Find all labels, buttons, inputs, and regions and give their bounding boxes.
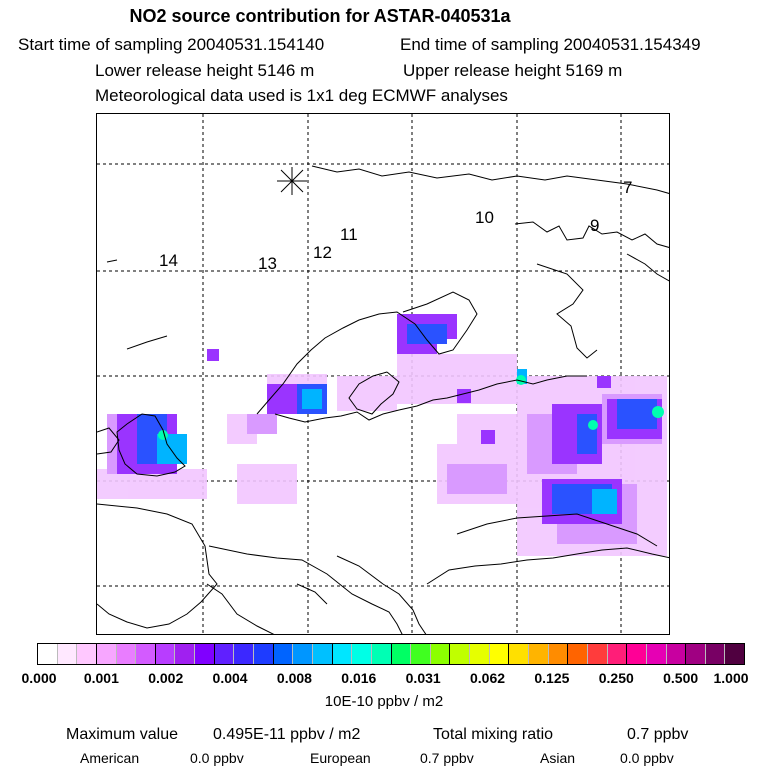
colorbar-tick-label: 0.016: [341, 670, 377, 686]
european-value: 0.7 ppbv: [420, 750, 474, 766]
colorbar-segment: [607, 644, 628, 664]
trajectory-label-12: 12: [313, 243, 332, 262]
trajectory: 14 13 12 11 10 9 7: [159, 167, 632, 273]
colorbar-tick-label: 0.001: [83, 670, 119, 686]
colorbar-segment: [332, 644, 353, 664]
colorbar-segment: [77, 644, 97, 664]
trajectory-label-11: 11: [340, 225, 358, 244]
colorbar-segment: [450, 644, 471, 664]
trajectory-label-9: 9: [590, 216, 599, 235]
end-time-label: End time of sampling 20040531.154349: [400, 35, 701, 54]
american-value: 0.0 ppbv: [190, 750, 244, 766]
colorbar-tick-label: 1.000: [713, 670, 749, 686]
colorbar-segment: [57, 644, 78, 664]
colorbar-segment: [273, 644, 294, 664]
max-value: 0.495E-11 ppbv / m2: [213, 726, 361, 743]
colorbar-segment: [411, 644, 431, 664]
colorbar-segment: [136, 644, 156, 664]
colorbar-segment: [155, 644, 176, 664]
colorbar-segment: [587, 644, 608, 664]
colorbar-segment: [254, 644, 274, 664]
colorbar-segment: [666, 644, 687, 664]
european-label: European: [310, 750, 371, 766]
total-mixing-value: 0.7 ppbv: [627, 726, 689, 743]
colorbar: [37, 643, 745, 665]
colorbar-segment: [509, 644, 530, 664]
map-panel: 14 13 12 11 10 9 7: [96, 113, 670, 635]
total-mixing-label: Total mixing ratio: [433, 726, 554, 743]
colorbar-segment: [627, 644, 647, 664]
trajectory-label-14: 14: [159, 251, 178, 270]
colorbar-segment: [430, 644, 451, 664]
colorbar-segment: [214, 644, 235, 664]
colorbar-segment: [96, 644, 117, 664]
colorbar-tick-label: 0.008: [276, 670, 312, 686]
colorbar-segment: [529, 644, 549, 664]
colorbar-segment: [686, 644, 706, 664]
colorbar-segment: [293, 644, 313, 664]
colorbar-tick-label: 0.125: [534, 670, 570, 686]
colorbar-tick-label: 0.500: [663, 670, 699, 686]
colorbar-tick-label: 0.002: [148, 670, 184, 686]
asian-label: Asian: [540, 750, 576, 766]
colorbar-tick-label: 0.000: [21, 670, 57, 686]
colorbar-unit: 10E-10 ppbv / m2: [324, 693, 444, 710]
plot-title: NO2 source contribution for ASTAR-040531…: [129, 6, 511, 26]
colorbar-segment: [470, 644, 490, 664]
colorbar-segment: [391, 644, 412, 664]
colorbar-segment: [175, 644, 196, 664]
trajectory-label-13: 13: [258, 254, 277, 273]
colorbar-segment: [234, 644, 255, 664]
colorbar-segment: [312, 644, 333, 664]
colorbar-segment: [568, 644, 588, 664]
colorbar-segment: [705, 644, 726, 664]
colorbar-segment: [38, 644, 58, 664]
asian-value: 0.0 ppbv: [620, 750, 674, 766]
colorbar-tick-label: 0.250: [598, 670, 634, 686]
colorbar-segment: [352, 644, 372, 664]
met-data-label: Meteorological data used is 1x1 deg ECMW…: [95, 86, 508, 105]
grid-lines: [97, 114, 669, 634]
colorbar-tick-label: 0.062: [470, 670, 506, 686]
upper-height-label: Upper release height 5169 m: [403, 61, 623, 80]
american-label: American: [80, 750, 140, 766]
colorbar-segment: [195, 644, 215, 664]
colorbar-segment: [371, 644, 392, 664]
map-canvas: 14 13 12 11 10 9 7: [97, 114, 669, 634]
contribution-field: [97, 314, 667, 556]
colorbar-segment: [646, 644, 667, 664]
colorbar-segment: [489, 644, 510, 664]
coastlines: [97, 165, 669, 634]
colorbar-segment: [548, 644, 569, 664]
release-point-marker: [277, 167, 307, 195]
trajectory-label-7: 7: [623, 178, 632, 197]
colorbar-segment: [725, 644, 745, 664]
lower-height-label: Lower release height 5146 m: [95, 61, 315, 80]
colorbar-tick-label: 0.004: [212, 670, 248, 686]
colorbar-tick-label: 0.031: [405, 670, 441, 686]
max-value-label: Maximum value: [66, 726, 179, 743]
colorbar-segment: [116, 644, 137, 664]
trajectory-label-10: 10: [475, 208, 494, 227]
start-time-label: Start time of sampling 20040531.154140: [18, 35, 325, 54]
